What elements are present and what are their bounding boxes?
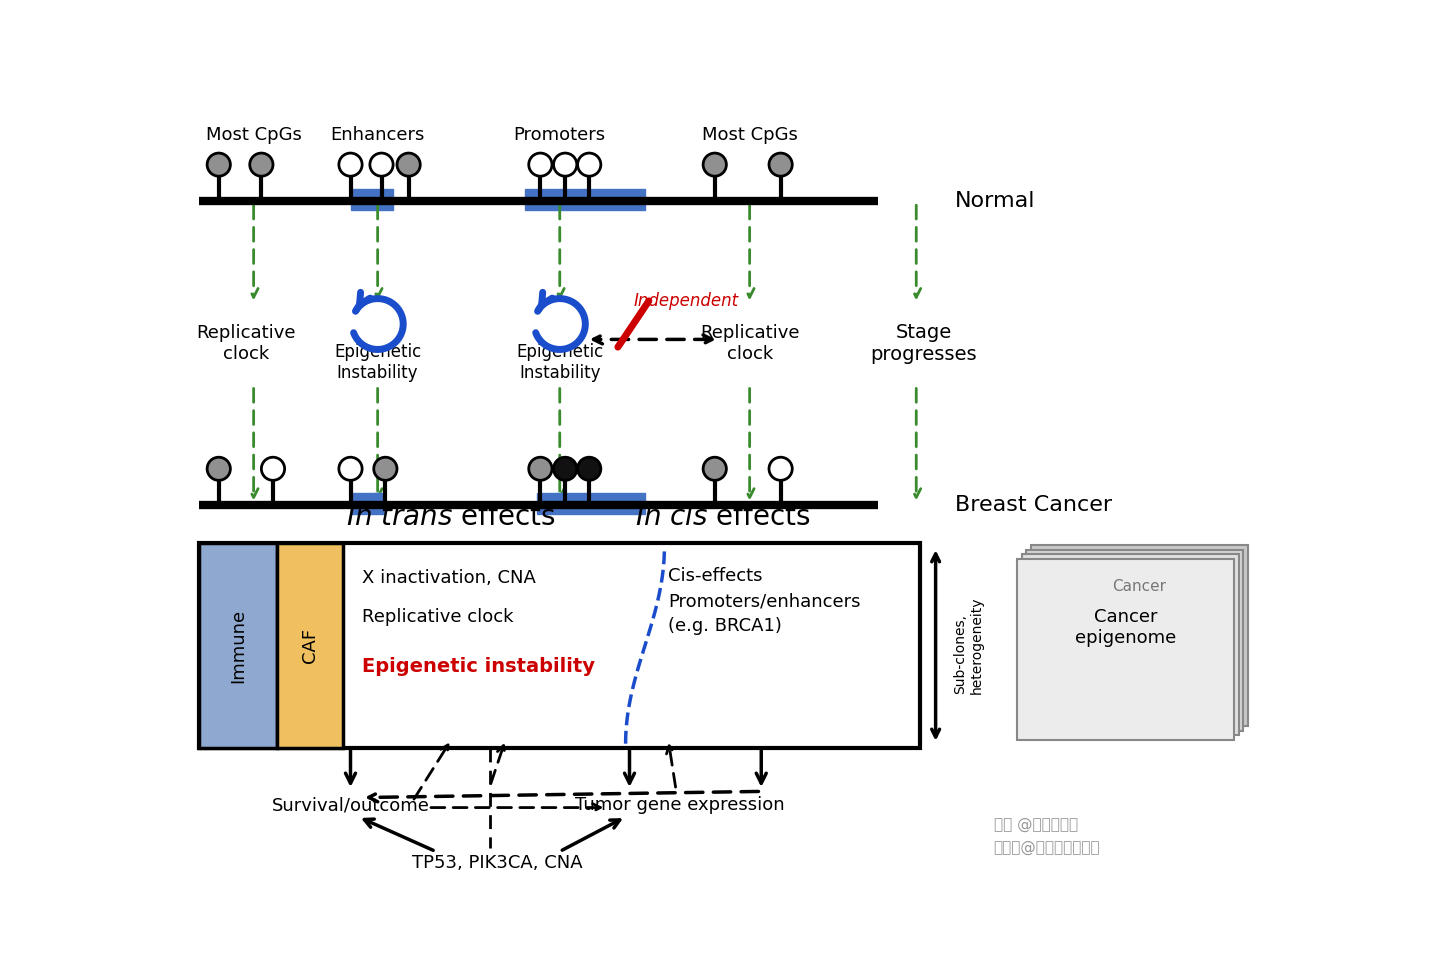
Text: Sub-clones,
heterogeneity: Sub-clones, heterogeneity bbox=[953, 597, 984, 694]
Circle shape bbox=[528, 457, 552, 480]
Text: Epigenetic
Instability: Epigenetic Instability bbox=[334, 343, 422, 382]
Circle shape bbox=[553, 153, 577, 176]
Text: X inactivation, CNA: X inactivation, CNA bbox=[361, 569, 536, 587]
Circle shape bbox=[703, 153, 726, 176]
Circle shape bbox=[374, 457, 397, 480]
Circle shape bbox=[338, 457, 361, 480]
Text: Cis-effects
Promoters/enhancers
(e.g. BRCA1): Cis-effects Promoters/enhancers (e.g. BR… bbox=[668, 567, 861, 635]
Circle shape bbox=[577, 457, 600, 480]
Text: Stage
progresses: Stage progresses bbox=[871, 322, 978, 363]
Text: TP53, PIK3CA, CNA: TP53, PIK3CA, CNA bbox=[412, 854, 583, 872]
Circle shape bbox=[769, 153, 792, 176]
Text: Replicative
clock: Replicative clock bbox=[196, 324, 295, 362]
Text: Replicative
clock: Replicative clock bbox=[700, 324, 799, 362]
Bar bbox=[276, 543, 343, 747]
Circle shape bbox=[207, 153, 230, 176]
Text: Replicative clock: Replicative clock bbox=[361, 608, 514, 625]
Bar bbox=[1031, 545, 1248, 726]
Bar bbox=[350, 189, 393, 210]
Bar bbox=[1027, 549, 1243, 730]
Text: Survival/outcome: Survival/outcome bbox=[272, 797, 429, 814]
Text: Most CpGs: Most CpGs bbox=[701, 127, 798, 144]
Text: Most CpGs: Most CpGs bbox=[206, 127, 301, 144]
Bar bbox=[1017, 559, 1234, 740]
Circle shape bbox=[249, 153, 274, 176]
Circle shape bbox=[370, 153, 393, 176]
Text: Cancer: Cancer bbox=[1113, 579, 1166, 593]
Text: 知乎 @易基因科技: 知乎 @易基因科技 bbox=[994, 817, 1079, 832]
Text: Independent: Independent bbox=[634, 292, 739, 310]
Bar bbox=[1021, 554, 1238, 735]
Text: Normal: Normal bbox=[955, 191, 1035, 210]
Text: Epigenetic instability: Epigenetic instability bbox=[361, 657, 595, 676]
Text: $\it{In}$ $\it{trans}$ effects: $\it{In}$ $\it{trans}$ effects bbox=[347, 503, 556, 531]
Text: 搜狐号@深圳易基因科技: 搜狐号@深圳易基因科技 bbox=[994, 841, 1100, 855]
Circle shape bbox=[553, 457, 577, 480]
Circle shape bbox=[207, 457, 230, 480]
Text: Enhancers: Enhancers bbox=[330, 127, 425, 144]
Bar bbox=[199, 543, 276, 747]
Text: Cancer
epigenome: Cancer epigenome bbox=[1074, 608, 1176, 647]
Circle shape bbox=[338, 153, 361, 176]
Circle shape bbox=[703, 457, 726, 480]
Circle shape bbox=[262, 457, 285, 480]
Text: Tumor gene expression: Tumor gene expression bbox=[575, 797, 785, 814]
Text: Immune: Immune bbox=[229, 609, 248, 683]
Circle shape bbox=[577, 153, 600, 176]
Text: Promoters: Promoters bbox=[514, 127, 606, 144]
Bar bbox=[350, 494, 386, 514]
Text: Epigenetic
Instability: Epigenetic Instability bbox=[516, 343, 603, 382]
Circle shape bbox=[769, 457, 792, 480]
Bar bbox=[524, 189, 645, 210]
Text: $\it{In}$ $\it{cis}$ effects: $\it{In}$ $\it{cis}$ effects bbox=[635, 503, 811, 531]
Circle shape bbox=[528, 153, 552, 176]
Bar bbox=[199, 543, 920, 747]
Text: Breast Cancer: Breast Cancer bbox=[955, 495, 1112, 515]
Circle shape bbox=[397, 153, 420, 176]
Bar bbox=[537, 494, 645, 514]
Text: CAF: CAF bbox=[301, 628, 318, 663]
